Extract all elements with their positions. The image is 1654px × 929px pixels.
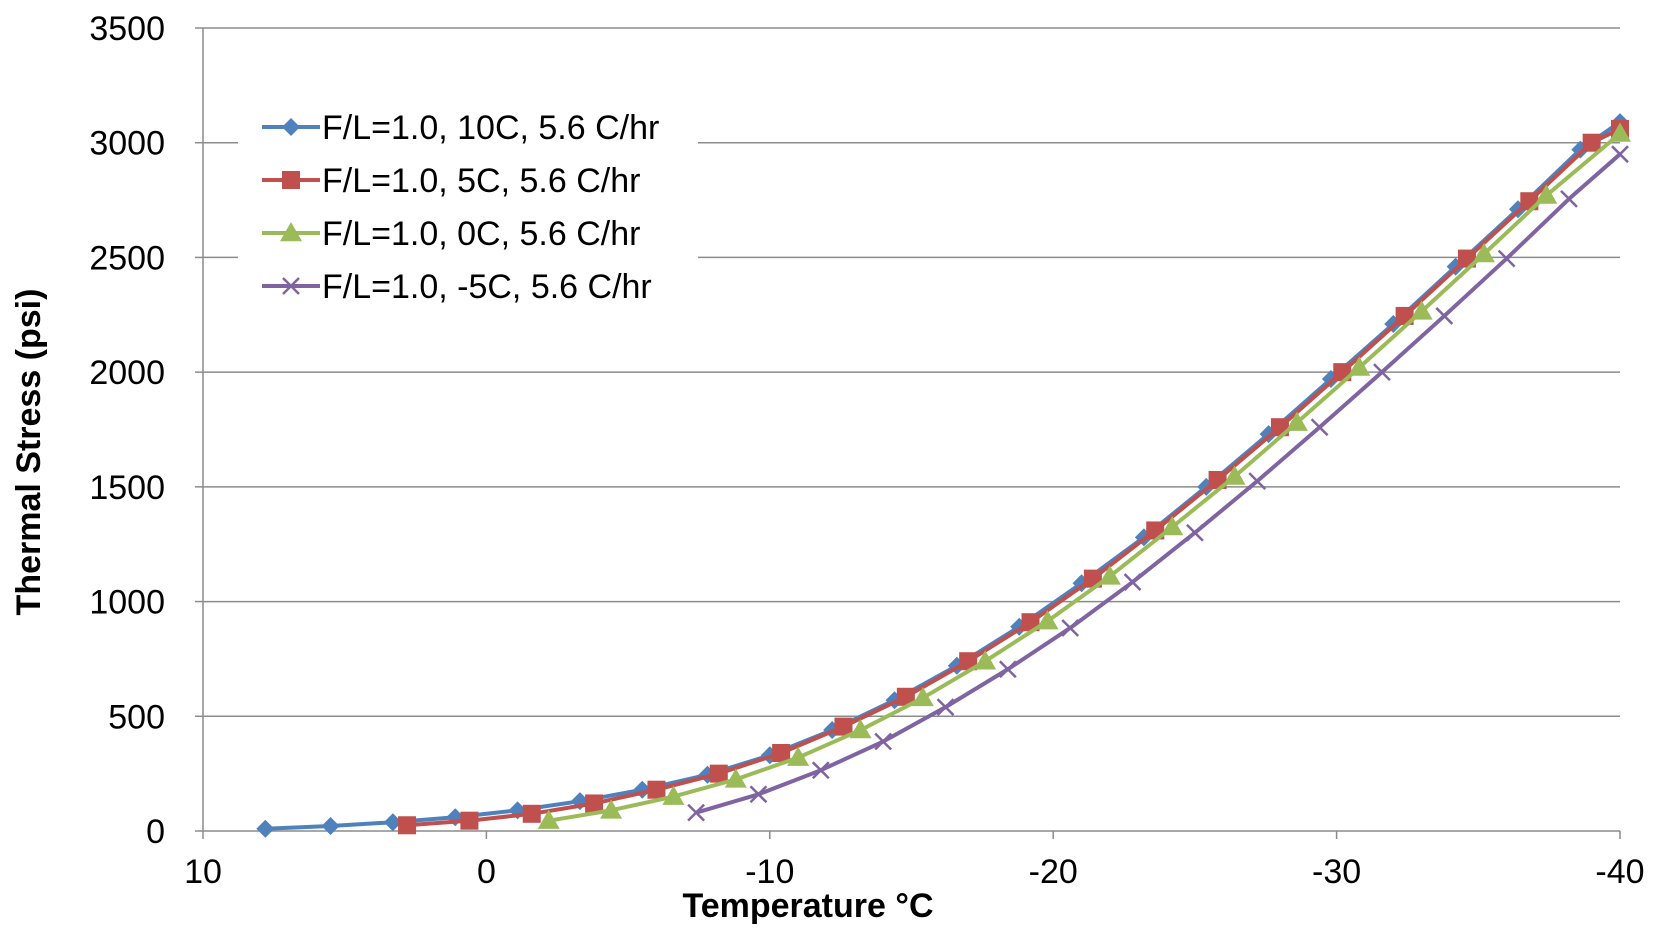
data-point-triangle — [1161, 516, 1184, 536]
data-point-triangle — [280, 222, 302, 242]
data-point-diamond — [383, 813, 402, 832]
x-tick-label: -20 — [1029, 853, 1078, 891]
data-point-square — [709, 764, 728, 783]
data-point-square — [959, 652, 978, 671]
data-point-x — [1611, 145, 1629, 164]
x-tick-label: -30 — [1312, 853, 1361, 891]
legend-item: F/L=1.0, 5C, 5.6 C/hr — [262, 162, 640, 200]
data-point-square — [834, 717, 853, 736]
data-point-square — [398, 816, 417, 835]
data-point-x — [811, 761, 830, 780]
data-point-x — [874, 732, 893, 751]
legend: F/L=1.0, 10C, 5.6 C/hr F/L=1.0, 5C, 5.6 C… — [238, 95, 698, 325]
data-point-x — [1186, 523, 1204, 542]
data-point-triangle — [600, 799, 623, 819]
series-3 — [537, 122, 1631, 829]
data-point-x — [749, 785, 768, 804]
x-tick-label: 10 — [184, 853, 222, 891]
data-point-triangle — [1348, 356, 1371, 376]
data-point-triangle — [911, 686, 934, 707]
y-tick-label: 0 — [146, 813, 165, 851]
data-point-x — [282, 277, 300, 295]
data-point-x — [1497, 249, 1516, 268]
data-point-x — [1061, 619, 1080, 637]
data-point-x — [1373, 363, 1391, 382]
legend-item: F/L=1.0, 0C, 5.6 C/hr — [262, 215, 640, 253]
legend-label: F/L=1.0, 5C, 5.6 C/hr — [322, 162, 640, 200]
data-point-triangle — [849, 719, 872, 739]
data-point-triangle — [1472, 242, 1495, 263]
y-tick-label: 3000 — [89, 125, 165, 163]
legend-item: F/L=1.0, -5C, 5.6 C/hr — [262, 268, 652, 306]
data-point-square — [585, 794, 604, 813]
y-tick-label: 3500 — [89, 10, 165, 48]
legend-label: F/L=1.0, -5C, 5.6 C/hr — [322, 268, 652, 306]
data-point-triangle — [1535, 184, 1558, 204]
data-point-diamond — [321, 816, 340, 835]
y-tick-labels: 0 500 1000 1500 2000 2500 3000 3500 — [89, 10, 165, 851]
y-axis-title: Thermal Stress (psi) — [10, 289, 48, 616]
data-point-x — [1123, 573, 1142, 591]
data-point-x — [687, 803, 705, 822]
data-point-triangle — [662, 785, 685, 805]
y-tick-label: 1500 — [89, 469, 165, 507]
data-point-square — [282, 171, 300, 189]
data-point-triangle — [724, 768, 747, 788]
series-line — [548, 132, 1622, 823]
y-tick-label: 1000 — [89, 584, 165, 622]
series-line — [695, 152, 1622, 815]
data-point-diamond — [282, 118, 300, 136]
data-point-x — [998, 660, 1017, 679]
x-tick-labels: 10 0 -10 -20 -30 -40 — [184, 853, 1644, 891]
legend-label: F/L=1.0, 0C, 5.6 C/hr — [322, 215, 640, 253]
data-point-square — [772, 743, 791, 762]
data-point-triangle — [1410, 300, 1433, 320]
data-point-x — [1248, 472, 1267, 491]
data-point-square — [522, 804, 541, 823]
axes — [195, 27, 1621, 839]
data-point-triangle — [1609, 122, 1631, 142]
data-point-x — [1435, 307, 1454, 325]
data-point-square — [896, 687, 915, 706]
data-point-triangle — [1285, 411, 1308, 431]
legend-label: F/L=1.0, 10C, 5.6 C/hr — [322, 109, 659, 147]
data-point-diamond — [256, 819, 275, 838]
data-point-triangle — [1098, 565, 1121, 585]
x-tick-label: 0 — [477, 853, 496, 891]
legend-item: F/L=1.0, 10C, 5.6 C/hr — [262, 109, 659, 147]
x-tick-label: -10 — [745, 853, 794, 891]
x-tick-label: -40 — [1595, 853, 1644, 891]
data-point-square — [1582, 133, 1601, 152]
data-point-triangle — [974, 650, 997, 670]
data-point-triangle — [537, 809, 560, 829]
data-point-square — [1021, 613, 1040, 632]
data-point-triangle — [1223, 465, 1246, 485]
data-point-triangle — [1036, 610, 1059, 630]
data-point-square — [647, 780, 666, 799]
data-point-square — [460, 811, 479, 830]
data-point-x — [1560, 190, 1578, 208]
y-tick-label: 2500 — [89, 239, 165, 277]
data-point-x — [1310, 418, 1329, 437]
x-axis-title: Temperature °C — [682, 887, 933, 925]
series-4 — [687, 145, 1629, 822]
data-point-triangle — [787, 746, 810, 766]
data-point-x — [936, 698, 955, 716]
y-tick-label: 500 — [108, 698, 165, 736]
y-tick-label: 2000 — [89, 354, 165, 392]
series-layer — [256, 113, 1631, 838]
